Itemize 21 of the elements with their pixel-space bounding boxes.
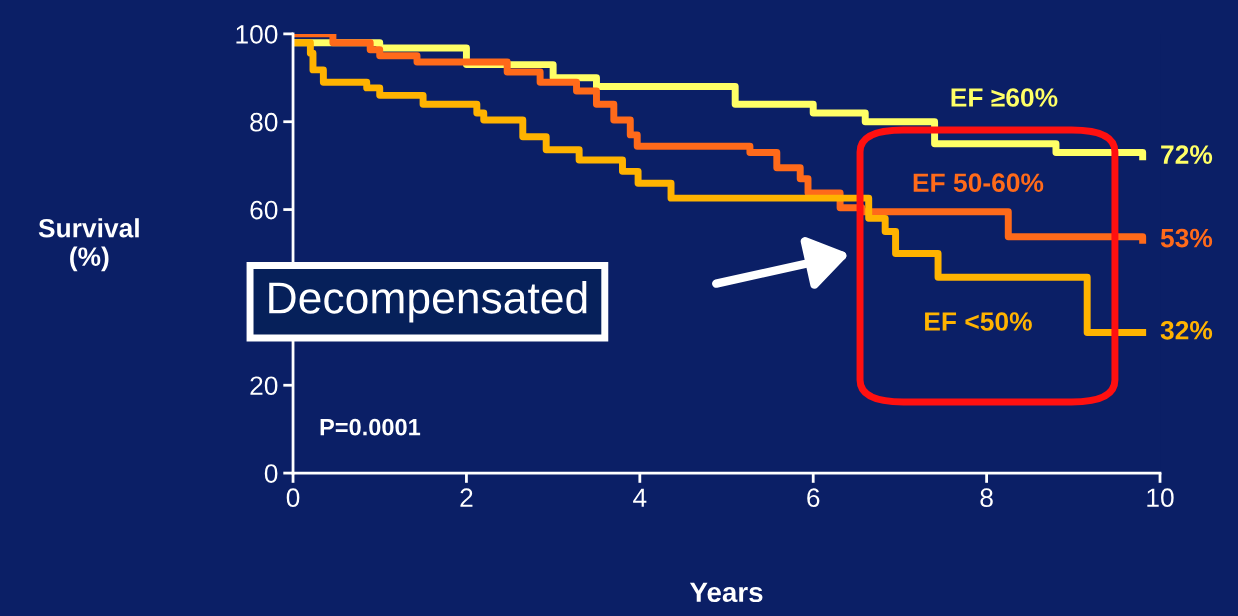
x-tick-label: 10 xyxy=(1147,488,1174,508)
x-tick-label: 4 xyxy=(633,488,647,507)
x-axis-title: Years xyxy=(689,582,763,603)
series-label: EF <50% xyxy=(925,312,1032,331)
annotation: P=0.0001 xyxy=(320,418,421,436)
annotation: Decompensated xyxy=(269,281,587,323)
y-tick-label: 100 xyxy=(236,25,278,44)
y-tick-label: 20 xyxy=(250,376,278,396)
x-tick-label: 6 xyxy=(807,488,820,508)
y-tick-label: 60 xyxy=(250,200,278,220)
y-tick-label: 0 xyxy=(264,464,278,483)
x-tick-label: 2 xyxy=(460,488,473,507)
y-axis-title: Survival (%) xyxy=(38,218,139,272)
series-label: EF 50-60% xyxy=(913,173,1044,193)
y-tick-label: 80 xyxy=(250,112,278,132)
text: 72% xyxy=(1161,145,1213,164)
series-label: EF ≥60% xyxy=(951,88,1058,107)
text: 32% xyxy=(1160,320,1213,340)
x-tick-label: 0 xyxy=(286,488,300,508)
text: 53% xyxy=(1160,228,1213,248)
x-tick-label: 8 xyxy=(980,488,993,508)
